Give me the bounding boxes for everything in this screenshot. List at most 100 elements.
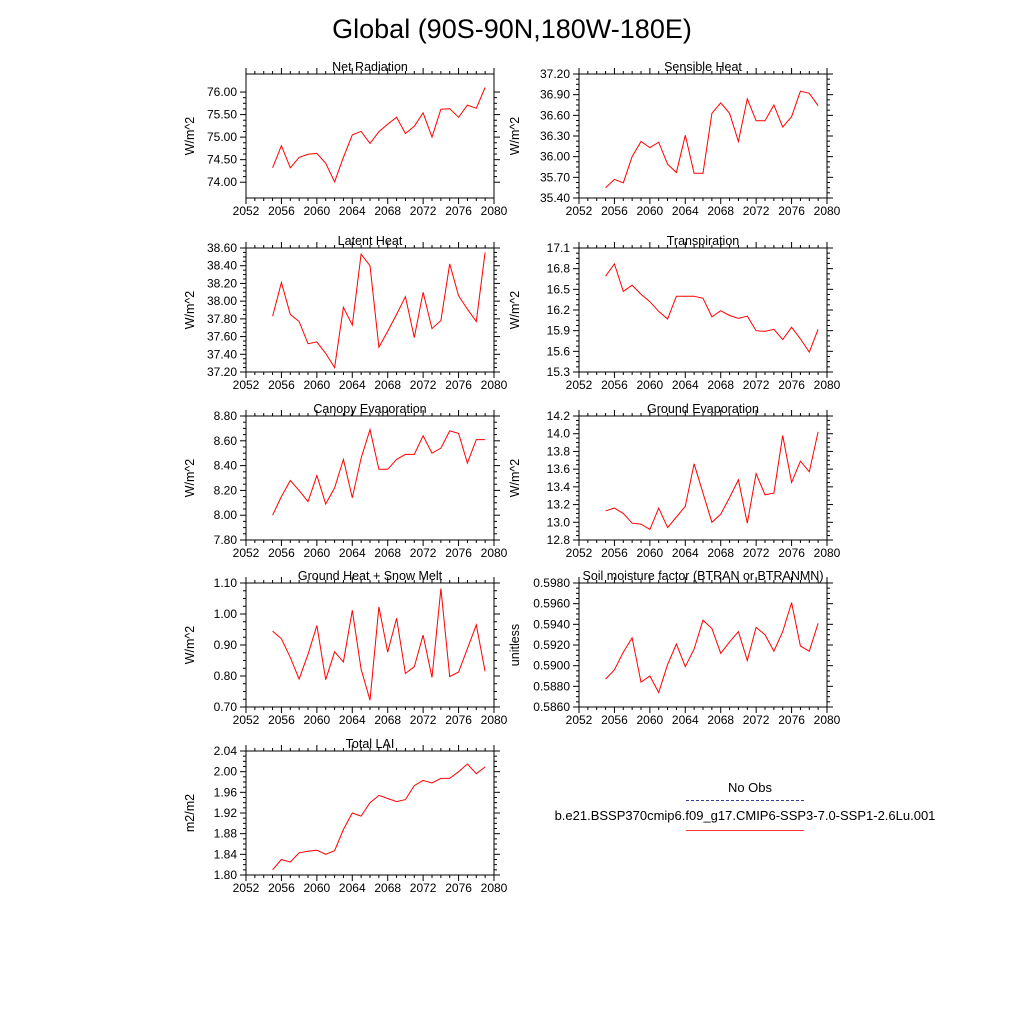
panel-7: 2052 2056 2060 2064 2068 2072 2076 2080 0.5860 0.… [508,569,841,727]
x-tick-label: 2064 [339,378,366,392]
y-tick-label: 13.2 [547,498,571,512]
x-tick-label: 2064 [672,204,699,218]
y-tick-label: 1.96 [214,785,238,799]
y-tick-label: 14.0 [547,427,571,441]
x-tick-label: 2076 [445,378,472,392]
panel-title: Ground Heat + Snow Melt [298,569,443,583]
x-tick-label: 2080 [481,881,508,895]
x-tick-label: 2080 [481,378,508,392]
y-tick-label: 75.50 [207,108,237,122]
x-tick-label: 2060 [304,204,331,218]
panel-3: 2052 2056 2060 2064 2068 2072 2076 2080 15.3 15.6… [508,234,841,392]
y-tick-label: 1.92 [214,806,238,820]
x-tick-label: 2052 [566,378,593,392]
x-tick-label: 2072 [410,204,437,218]
x-tick-label: 2056 [601,713,628,727]
x-tick-label: 2060 [304,713,331,727]
x-tick-label: 2060 [304,378,331,392]
x-tick-label: 2080 [481,713,508,727]
y-tick-label: 0.90 [214,638,238,652]
series-line [272,588,486,701]
y-axis-label: unitless [508,624,522,666]
x-tick-label: 2072 [410,546,437,560]
x-tick-label: 2052 [233,378,260,392]
x-tick-label: 2056 [268,713,295,727]
x-tick-label: 2060 [304,881,331,895]
y-tick-label: 36.30 [540,129,570,143]
plot-frame [245,415,495,541]
x-tick-label: 2052 [566,204,593,218]
y-tick-label: 8.20 [214,483,238,497]
panel-title: Soil moisture factor (BTRAN or BTRANMN) [582,569,823,583]
x-tick-label: 2064 [672,713,699,727]
y-tick-label: 15.3 [547,365,571,379]
y-tick-label: 8.80 [214,409,238,423]
y-tick-label: 13.6 [547,462,571,476]
y-tick-label: 1.80 [214,868,238,882]
panel-0: 2052 2056 2060 2064 2068 2072 2076 2080 74.00 74.… [183,60,508,218]
x-tick-label: 2060 [637,713,664,727]
y-tick-label: 1.84 [214,847,238,861]
x-tick-label: 2080 [481,204,508,218]
y-tick-label: 8.60 [214,434,238,448]
x-tick-label: 2052 [233,204,260,218]
x-tick-label: 2068 [374,378,401,392]
x-tick-label: 2056 [268,204,295,218]
x-tick-label: 2056 [268,881,295,895]
y-tick-label: 12.8 [547,533,571,547]
y-tick-label: 0.5960 [533,597,570,611]
y-tick-label: 13.8 [547,444,571,458]
y-tick-label: 0.5940 [533,617,570,631]
y-tick-label: 0.70 [214,700,238,714]
y-tick-label: 36.00 [540,150,570,164]
x-tick-label: 2056 [601,204,628,218]
x-tick-label: 2068 [374,546,401,560]
y-tick-label: 38.40 [207,259,237,273]
x-tick-label: 2068 [707,204,734,218]
x-tick-label: 2076 [778,546,805,560]
x-tick-label: 2072 [410,378,437,392]
x-tick-label: 2068 [707,713,734,727]
x-tick-label: 2080 [814,546,841,560]
y-tick-label: 74.50 [207,153,237,167]
y-tick-label: 1.88 [214,827,238,841]
panel-title: Net Radiation [332,60,408,74]
panel-2: 2052 2056 2060 2064 2068 2072 2076 2080 37.20 37.… [183,234,508,392]
y-tick-label: 8.40 [214,459,238,473]
x-tick-label: 2072 [743,546,770,560]
series-line [605,90,819,189]
x-tick-label: 2076 [778,378,805,392]
panel-8: 2052 2056 2060 2064 2068 2072 2076 2080 1.80 1.84… [183,737,508,895]
x-tick-label: 2052 [233,546,260,560]
x-tick-label: 2052 [233,881,260,895]
y-tick-label: 37.40 [207,347,237,361]
panel-title: Ground Evaporation [647,402,759,416]
plot-frame [245,582,495,708]
series-line [272,763,486,871]
panel-title: Latent Heat [338,234,403,248]
x-tick-label: 2056 [601,378,628,392]
y-tick-label: 37.20 [207,365,237,379]
y-tick-label: 0.5920 [533,638,570,652]
y-axis-label: W/m^2 [183,459,197,498]
x-tick-label: 2072 [743,204,770,218]
y-tick-label: 37.60 [207,330,237,344]
plot-frame [578,415,828,541]
x-tick-label: 2076 [445,881,472,895]
legend-obs-label: No Obs [727,780,773,795]
series-line [272,252,486,370]
x-tick-label: 2068 [707,546,734,560]
x-tick-label: 2056 [601,546,628,560]
y-tick-label: 75.00 [207,130,237,144]
x-tick-label: 2068 [374,881,401,895]
x-tick-label: 2080 [814,378,841,392]
x-tick-label: 2056 [268,546,295,560]
x-tick-label: 2072 [743,713,770,727]
x-tick-label: 2080 [814,204,841,218]
panel-5: 2052 2056 2060 2064 2068 2072 2076 2080 12.8 13.0… [508,402,841,560]
x-tick-label: 2052 [233,713,260,727]
x-tick-label: 2064 [339,713,366,727]
y-tick-label: 2.04 [214,744,238,758]
legend-case-label: b.e21.BSSP370cmip6.f09_g17.CMIP6-SSP3-7.… [554,808,936,823]
